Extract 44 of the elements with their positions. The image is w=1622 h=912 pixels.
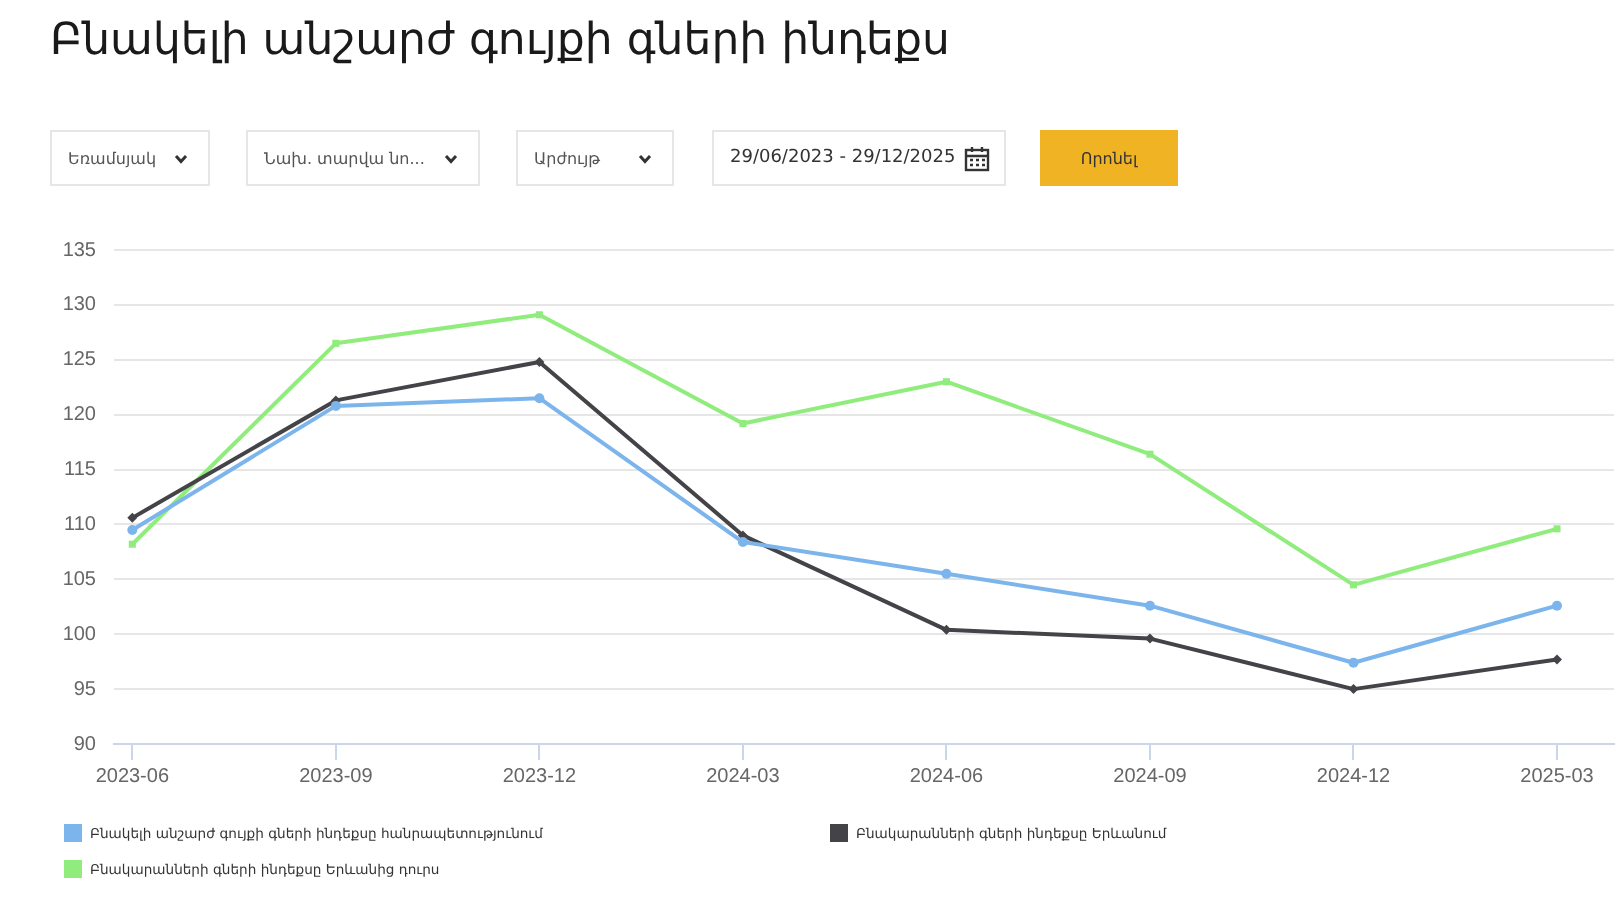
- y-tick-label: 125: [62, 349, 97, 372]
- point: [128, 540, 136, 548]
- point: [1144, 600, 1155, 611]
- x-tick-label: 2023-06: [95, 765, 170, 788]
- search-button[interactable]: Որոնել: [1040, 130, 1178, 186]
- dropdown[interactable]: Եռամսյակ: [50, 130, 210, 186]
- dropdown[interactable]: Նախ. տարվա նո...: [246, 130, 480, 186]
- point: [1348, 684, 1359, 695]
- point: [1553, 525, 1561, 533]
- y-tick-label: 115: [64, 459, 97, 482]
- y-tick-label: 135: [62, 239, 97, 262]
- point: [1348, 657, 1359, 668]
- point: [127, 512, 138, 523]
- point: [535, 311, 543, 319]
- date-range-field[interactable]: 29/06/2023 - 29/12/2025: [712, 130, 1006, 186]
- y-tick-label: 105: [62, 568, 97, 591]
- dropdown[interactable]: Արժույթ: [516, 130, 674, 186]
- point: [1146, 450, 1154, 458]
- y-tick-label: 100: [62, 623, 97, 646]
- point: [737, 537, 748, 548]
- y-tick-label: 110: [64, 513, 97, 536]
- point: [127, 524, 138, 535]
- point: [1552, 654, 1563, 665]
- y-tick-label: 95: [73, 678, 97, 701]
- point: [1349, 581, 1358, 589]
- y-tick-label: 90: [73, 733, 97, 756]
- x-tick-label: 2025-03: [1520, 765, 1595, 788]
- point: [941, 568, 952, 579]
- chart-title: Բնակելի անշարժ գույքի գների ինդեքս: [50, 14, 950, 70]
- point: [330, 400, 341, 411]
- x-tick-label: 2024-09: [1113, 765, 1188, 788]
- point: [739, 419, 747, 427]
- x-tick-label: 2024-06: [909, 765, 984, 788]
- y-tick-label: 120: [62, 404, 97, 427]
- y-tick-label: 130: [62, 294, 97, 317]
- point: [534, 356, 545, 367]
- x-tick-label: 2024-03: [706, 765, 781, 788]
- x-tick-label: 2023-09: [299, 765, 374, 788]
- point: [534, 393, 545, 404]
- x-tick-label: 2024-12: [1316, 765, 1392, 788]
- x-tick-label: 2023-12: [502, 765, 577, 788]
- point: [332, 339, 340, 347]
- point: [942, 378, 950, 386]
- point: [1552, 600, 1563, 611]
